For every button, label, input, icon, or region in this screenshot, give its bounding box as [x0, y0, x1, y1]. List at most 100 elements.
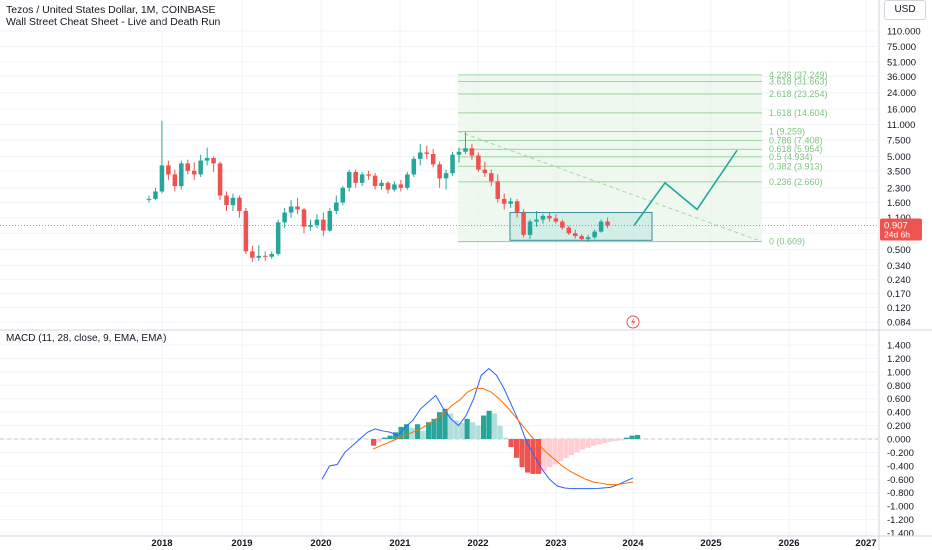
- price-tick-label: 36.000: [887, 72, 916, 83]
- candle-body: [327, 210, 333, 231]
- candle-body: [501, 198, 507, 204]
- candle-body: [482, 169, 488, 174]
- candle-body: [527, 221, 533, 235]
- price-tick-label: 0.340: [887, 261, 911, 272]
- price-tick-label: 0.170: [887, 289, 911, 300]
- candle-body: [514, 201, 520, 213]
- macd-histogram-bar: [464, 418, 470, 439]
- candle-body: [398, 184, 404, 188]
- fib-level-label: 0.618 (5.954): [769, 144, 823, 154]
- macd-histogram-bar: [607, 439, 613, 442]
- macd-pane: [0, 367, 878, 490]
- macd-histogram-bar: [547, 439, 553, 468]
- macd-tick-label: -1.200: [887, 515, 914, 526]
- candles: [146, 120, 610, 262]
- macd-histogram-bar: [558, 439, 564, 462]
- price-tick-label: 110.000: [887, 27, 921, 38]
- candle-body: [224, 195, 229, 206]
- chart-subtitle: Wall Street Cheat Sheet - Live and Death…: [6, 16, 221, 28]
- price-tick-label: 0.240: [887, 275, 911, 286]
- fibonacci-extension: 4.236 (37.249)3.618 (31.663) 2.618 (23.25…: [457, 70, 828, 247]
- projection-line: [633, 149, 738, 227]
- candle-body: [411, 158, 417, 175]
- chart-title: Tezos / United States Dollar, 1M, COINBA…: [6, 4, 216, 16]
- candle-body: [230, 197, 236, 206]
- candle-body: [430, 153, 436, 165]
- candle-body: [540, 215, 546, 220]
- candle-body: [204, 157, 210, 161]
- price-tick-label: 51.000: [887, 58, 916, 69]
- candle-body: [198, 160, 203, 175]
- macd-indicator-label[interactable]: MACD (11, 28, close, 9, EMA, EMA): [6, 333, 167, 344]
- macd-tick-label: -0.600: [887, 475, 914, 486]
- macd-histogram-bar: [393, 432, 399, 439]
- macd-histogram-bar: [629, 435, 635, 439]
- currency-selector[interactable]: USD: [884, 0, 926, 20]
- macd-histogram-bar: [508, 439, 514, 448]
- candle-body: [547, 215, 552, 219]
- macd-histogram-bar: [420, 430, 426, 439]
- candle-body: [275, 222, 281, 254]
- macd-tick-label: 0.200: [887, 421, 911, 432]
- macd-histogram-bar: [426, 422, 432, 439]
- candle-body: [450, 154, 455, 174]
- x-tick-label: 2027: [855, 538, 876, 549]
- candle-body: [146, 198, 152, 200]
- candle-body: [250, 251, 255, 258]
- macd-histogram-bar: [585, 439, 591, 448]
- candle-body: [508, 201, 513, 204]
- fib-level-label: 0.5 (4.934): [769, 152, 813, 162]
- macd-histogram-bar: [431, 418, 437, 439]
- macd-tick-label: 0.600: [887, 394, 911, 405]
- candle-body: [372, 175, 378, 187]
- price-tick-label: 5.000: [887, 152, 911, 163]
- candle-body: [456, 151, 462, 155]
- candle-body: [469, 148, 475, 156]
- x-tick-label: 2023: [545, 538, 566, 549]
- candle-body: [295, 206, 300, 210]
- macd-histogram-bar: [398, 426, 404, 439]
- candle-body: [598, 221, 604, 232]
- macd-histogram-bar: [448, 413, 454, 439]
- candle-body: [443, 173, 449, 179]
- macd-histogram-bar: [415, 424, 421, 439]
- candle-body: [366, 174, 371, 176]
- candle-body: [334, 202, 339, 211]
- candle-body: [560, 221, 565, 228]
- macd-histogram-bar: [453, 420, 459, 439]
- macd-tick-label: -0.800: [887, 488, 914, 499]
- macd-histogram-bar: [503, 437, 509, 439]
- macd-histogram-bar: [376, 439, 382, 443]
- x-tick-label: 2020: [310, 538, 331, 549]
- macd-histogram-bar: [624, 437, 630, 439]
- candle-body: [379, 182, 384, 187]
- x-tick-label: 2026: [778, 538, 799, 549]
- macd-histogram-bar: [596, 439, 602, 445]
- candle-body: [463, 148, 468, 152]
- macd-line: [321, 367, 634, 490]
- lightning-bolt: [631, 318, 636, 326]
- macd-histogram-bar: [442, 408, 448, 439]
- fib-level-label: 0.786 (7.408): [769, 135, 823, 145]
- fib-level-label: 1 (9.259): [769, 126, 805, 136]
- macd-histogram-bar: [459, 422, 465, 439]
- macd-tick-label: 1.200: [887, 354, 911, 365]
- x-tick-label: 2021: [389, 538, 411, 549]
- macd-histogram-bar: [409, 427, 415, 439]
- macd-histogram-bar: [470, 422, 476, 439]
- candle-body: [179, 163, 184, 187]
- macd-histogram-bar: [618, 439, 624, 441]
- macd-histogram-bar: [613, 439, 619, 442]
- candle-body: [534, 219, 539, 222]
- candle-body: [243, 210, 249, 252]
- macd-histogram-bar: [475, 425, 481, 439]
- macd-histogram-bar: [530, 439, 536, 474]
- macd-histogram-bar: [574, 439, 580, 453]
- candle-body: [359, 174, 365, 183]
- candle-body: [301, 209, 307, 227]
- price-tick-label: 2.300: [887, 183, 911, 194]
- macd-histogram-bar: [514, 439, 520, 458]
- price-tick-label: 0.084: [887, 318, 911, 329]
- price-badge-countdown: 24d 6h: [884, 230, 910, 240]
